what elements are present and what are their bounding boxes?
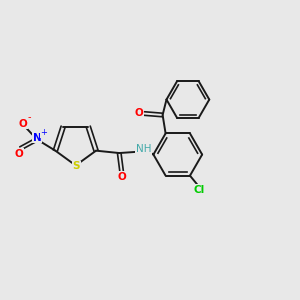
Text: O: O [117,172,126,182]
Text: +: + [40,128,47,137]
Text: -: - [28,112,31,122]
Text: O: O [15,148,23,159]
Text: O: O [134,108,143,118]
Text: S: S [73,161,80,171]
Text: N: N [32,133,41,143]
Text: Cl: Cl [194,185,205,195]
Text: O: O [18,118,27,129]
Text: NH: NH [136,144,152,154]
